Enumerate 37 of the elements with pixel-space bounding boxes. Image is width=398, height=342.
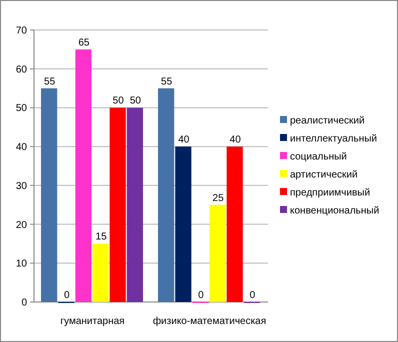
legend-label: реалистический — [290, 116, 365, 126]
y-tick-label: 60 — [16, 64, 28, 76]
bar — [175, 146, 192, 302]
bar — [75, 49, 92, 302]
bar — [226, 146, 243, 302]
y-tick-label: 10 — [16, 258, 28, 270]
y-tick-label: 20 — [16, 220, 28, 231]
data-label: 55 — [44, 76, 56, 88]
legend-label: конвенциональный — [290, 206, 380, 216]
y-tick-label: 40 — [16, 142, 28, 154]
bar — [110, 108, 126, 302]
data-label: 50 — [130, 96, 142, 107]
data-label: 40 — [178, 134, 190, 146]
data-label: 0 — [198, 290, 204, 301]
y-tick-label: 70 — [16, 26, 28, 36]
bar — [126, 108, 143, 302]
legend-label: предприимчивый — [290, 188, 370, 198]
legend-label: интеллектуальный — [290, 134, 378, 144]
y-tick-label: 30 — [16, 180, 28, 192]
data-label: 0 — [250, 290, 256, 301]
bar — [158, 88, 174, 302]
data-label: 50 — [112, 96, 124, 107]
legend-label: артистический — [290, 170, 358, 180]
data-label: 55 — [161, 76, 173, 88]
y-tick-label: 0 — [21, 298, 28, 308]
data-label: 65 — [78, 37, 90, 48]
x-tick-label: физико-математическая — [152, 316, 266, 327]
data-label: 0 — [64, 290, 70, 301]
bar — [41, 88, 58, 302]
data-label: 25 — [212, 192, 224, 204]
y-tick-label: 50 — [16, 103, 28, 114]
data-label: 40 — [230, 134, 242, 146]
bar — [92, 244, 109, 302]
x-tick-label: гуманитарная — [60, 316, 125, 327]
legend-label: социальный — [290, 152, 347, 162]
data-label: 15 — [96, 232, 108, 243]
bar — [210, 204, 226, 302]
